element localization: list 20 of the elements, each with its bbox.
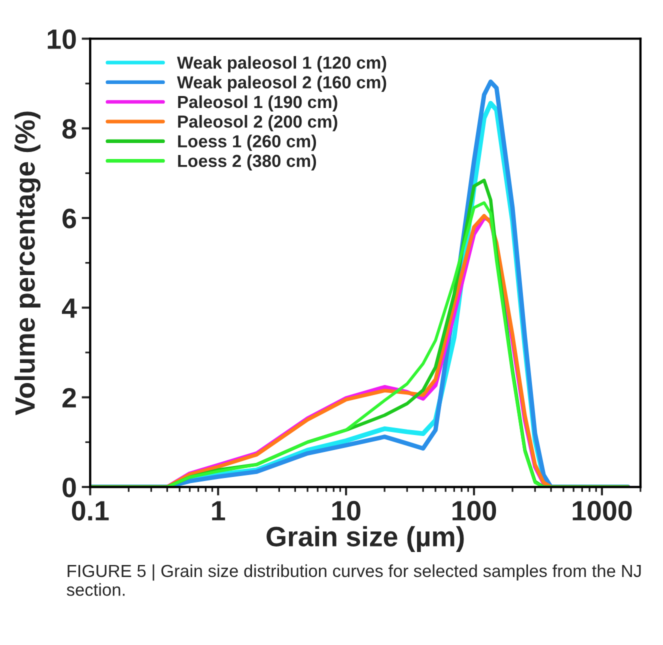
legend-label: Loess 2 (380 cm) [178, 154, 316, 171]
y-tick-label: 0 [62, 478, 76, 498]
x-axis-title: Grain size (µm) [266, 526, 464, 552]
legend-label: Weak paleosol 1 (120 cm) [176, 56, 386, 72]
y-tick-label: 8 [62, 119, 76, 139]
y-tick-label: 2 [62, 388, 76, 408]
legend-label: Weak paleosol 2 (160 cm) [176, 76, 386, 92]
caption: FIGURE 5 | Grain size distribution curves for selected samples from the NJ section. [66, 564, 641, 596]
x-tick-label: 1000 [572, 500, 632, 521]
legend-label: Paleosol 1 (190 cm) [178, 95, 338, 112]
x-tick-label: 0.1 [72, 500, 109, 521]
legend-label: Loess 1 (260 cm) [178, 134, 316, 151]
y-tick-label: 6 [62, 208, 76, 228]
x-tick-label: 100 [452, 500, 496, 521]
x-tick-label: 10 [332, 500, 360, 521]
legend-label: Paleosol 2 (200 cm) [178, 115, 338, 132]
y-axis-title: Volume percentage (%) [14, 112, 41, 416]
y-tick-label: 10 [48, 29, 76, 50]
y-tick-label: 4 [62, 298, 77, 318]
x-tick-label: 1 [212, 501, 226, 520]
